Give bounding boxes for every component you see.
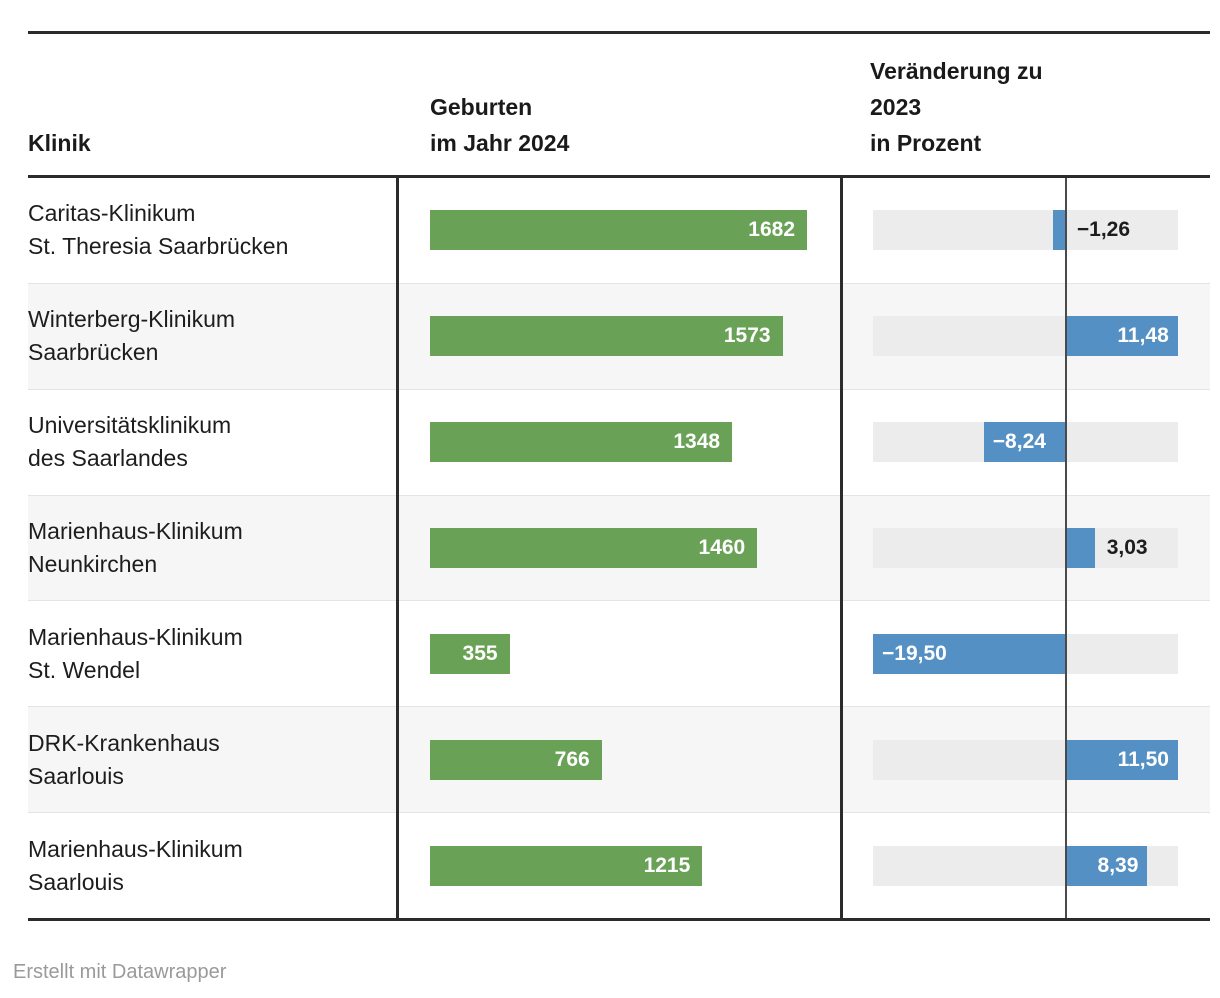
births-cell: 1573 xyxy=(397,284,841,389)
col-header-births: Geburten im Jahr 2024 xyxy=(430,94,570,156)
table-row: Caritas-Klinikum St. Theresia Saarbrücke… xyxy=(28,178,1210,283)
pct-value: −19,50 xyxy=(882,641,947,665)
header-divider-rule xyxy=(28,175,1210,178)
pct-cell: 3,03 xyxy=(841,496,1210,601)
footer-credit-link[interactable]: Erstellt mit Datawrapper xyxy=(13,961,227,983)
table-row: Marienhaus-Klinikum St. Wendel 355 −19,50 xyxy=(28,600,1210,707)
table-row: Universitätsklinikum des Saarlandes 1348 −… xyxy=(28,388,1210,495)
pct-value: −1,26 xyxy=(1076,218,1131,242)
births-bar: 1460 xyxy=(430,528,758,568)
pct-track: 11,50 xyxy=(873,739,1178,780)
pct-track: 11,48 xyxy=(873,316,1178,357)
births-value: 1215 xyxy=(643,853,691,877)
pct-bar: 8,39 xyxy=(1064,845,1148,886)
pct-cell: −19,50 xyxy=(841,601,1210,706)
pct-bar: −8,24 xyxy=(983,422,1065,463)
pct-cell: 8,39 xyxy=(841,813,1210,918)
pct-cell: 11,50 xyxy=(841,707,1210,812)
col-header-change: Veränderung zu 2023 in Prozent xyxy=(870,58,1043,156)
table-body: Caritas-Klinikum St. Theresia Saarbrücke… xyxy=(28,178,1210,919)
pct-track: −8,24 xyxy=(873,422,1178,463)
births-value: 1348 xyxy=(673,430,721,454)
table-row: DRK-Krankenhaus Saarlouis 766 11,50 xyxy=(28,706,1210,813)
pct-cell: 11,48 xyxy=(841,284,1210,389)
pct-bar xyxy=(1052,210,1065,251)
pct-value: 3,03 xyxy=(1106,536,1148,559)
bottom-rule xyxy=(28,918,1210,921)
births-cell: 1348 xyxy=(397,390,841,495)
clinic-name: Universitätsklinikum des Saarlandes xyxy=(28,412,232,472)
births-bar: 766 xyxy=(430,739,602,780)
clinic-name: Winterberg-Klinikum Saarbrücken xyxy=(28,306,236,366)
pct-cell: −1,26 xyxy=(841,178,1210,283)
col-header-klinik: Klinik xyxy=(28,130,91,156)
births-bar: 1573 xyxy=(430,316,783,357)
births-bar: 1682 xyxy=(430,210,807,251)
clinic-name: Caritas-Klinikum St. Theresia Saarbrücke… xyxy=(28,200,289,260)
pct-track: 8,39 xyxy=(873,845,1178,886)
births-value: 355 xyxy=(462,641,498,665)
pct-value: 11,50 xyxy=(1117,747,1169,771)
pct-value: −8,24 xyxy=(992,430,1046,454)
table-row: Marienhaus-Klinikum Saarlouis 1215 8,39 xyxy=(28,812,1210,919)
pct-value: 11,48 xyxy=(1117,324,1169,348)
pct-bar: 11,48 xyxy=(1064,316,1178,357)
births-bar: 1215 xyxy=(430,845,703,886)
table-row: Marienhaus-Klinikum Neunkirchen 1460 3,03 xyxy=(28,494,1210,601)
column-divider-2 xyxy=(840,178,843,918)
births-cell: 766 xyxy=(397,707,841,812)
pct-track: −19,50 xyxy=(873,633,1178,674)
table-row: Winterberg-Klinikum Saarbrücken 1573 11,48 xyxy=(28,282,1210,389)
clinic-name: Marienhaus-Klinikum Neunkirchen xyxy=(28,518,243,577)
pct-bar xyxy=(1064,528,1095,568)
column-divider-1 xyxy=(396,178,399,918)
clinic-name: Marienhaus-Klinikum St. Wendel xyxy=(28,623,243,683)
top-rule xyxy=(28,31,1210,34)
pct-bar: −19,50 xyxy=(873,633,1065,674)
births-bar: 1348 xyxy=(430,422,733,463)
pct-track: 3,03 xyxy=(873,528,1178,568)
clinic-name: DRK-Krankenhaus Saarlouis xyxy=(28,729,220,789)
births-value: 766 xyxy=(554,747,590,771)
births-cell: 355 xyxy=(397,601,841,706)
clinic-name: Marienhaus-Klinikum Saarlouis xyxy=(28,835,243,895)
births-cell: 1682 xyxy=(397,178,841,283)
pct-bar: 11,50 xyxy=(1064,739,1178,780)
births-value: 1682 xyxy=(748,218,795,242)
births-bar: 355 xyxy=(430,633,510,674)
births-value: 1573 xyxy=(723,324,771,348)
pct-value: 8,39 xyxy=(1097,853,1139,877)
pct-cell: −8,24 xyxy=(841,390,1210,495)
births-cell: 1460 xyxy=(397,496,841,601)
births-cell: 1215 xyxy=(397,813,841,918)
pct-track: −1,26 xyxy=(873,210,1178,251)
zero-axis-line xyxy=(1065,178,1067,918)
header-row: Klinik Geburten im Jahr 2024 Veränderung… xyxy=(28,34,1210,175)
births-value: 1460 xyxy=(698,536,746,559)
